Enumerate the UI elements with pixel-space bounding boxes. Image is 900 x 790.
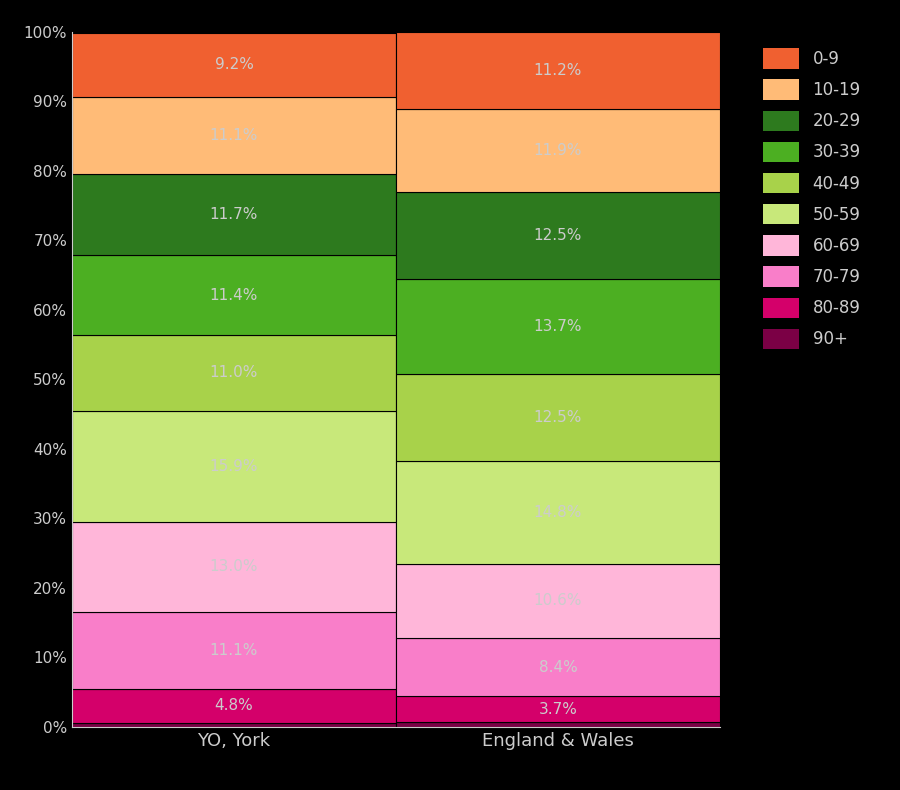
Bar [396,696,720,722]
Text: 14.8%: 14.8% [534,505,582,520]
Text: 12.5%: 12.5% [534,410,582,425]
Bar [396,722,720,727]
Text: 11.2%: 11.2% [534,63,582,78]
Bar [72,612,396,689]
Text: 11.1%: 11.1% [210,128,258,143]
Text: 11.9%: 11.9% [534,143,582,158]
Bar [396,279,720,374]
Bar [72,335,396,411]
Bar [396,461,720,564]
Bar [72,33,396,97]
Text: 13.0%: 13.0% [210,559,258,574]
Text: 11.1%: 11.1% [210,643,258,658]
Text: 4.8%: 4.8% [214,698,254,713]
Bar [72,689,396,723]
Text: 13.7%: 13.7% [534,319,582,334]
Bar [72,411,396,521]
Bar [72,521,396,612]
Bar [396,32,720,110]
Text: 10.6%: 10.6% [534,593,582,608]
Bar [72,723,396,727]
Text: 3.7%: 3.7% [538,702,578,717]
Bar [396,192,720,279]
Text: 15.9%: 15.9% [210,459,258,474]
Bar [396,374,720,461]
Bar [396,638,720,696]
Bar [72,97,396,174]
Bar [396,110,720,192]
Legend: 0-9, 10-19, 20-29, 30-39, 40-49, 50-59, 60-69, 70-79, 80-89, 90+: 0-9, 10-19, 20-29, 30-39, 40-49, 50-59, … [754,40,869,357]
Text: 11.0%: 11.0% [210,366,258,381]
Bar [72,255,396,335]
Text: 8.4%: 8.4% [538,660,578,675]
Text: 12.5%: 12.5% [534,228,582,243]
Text: 11.7%: 11.7% [210,207,258,222]
Bar [396,564,720,638]
Text: 9.2%: 9.2% [214,58,254,73]
Text: 11.4%: 11.4% [210,288,258,303]
Bar [72,174,396,255]
